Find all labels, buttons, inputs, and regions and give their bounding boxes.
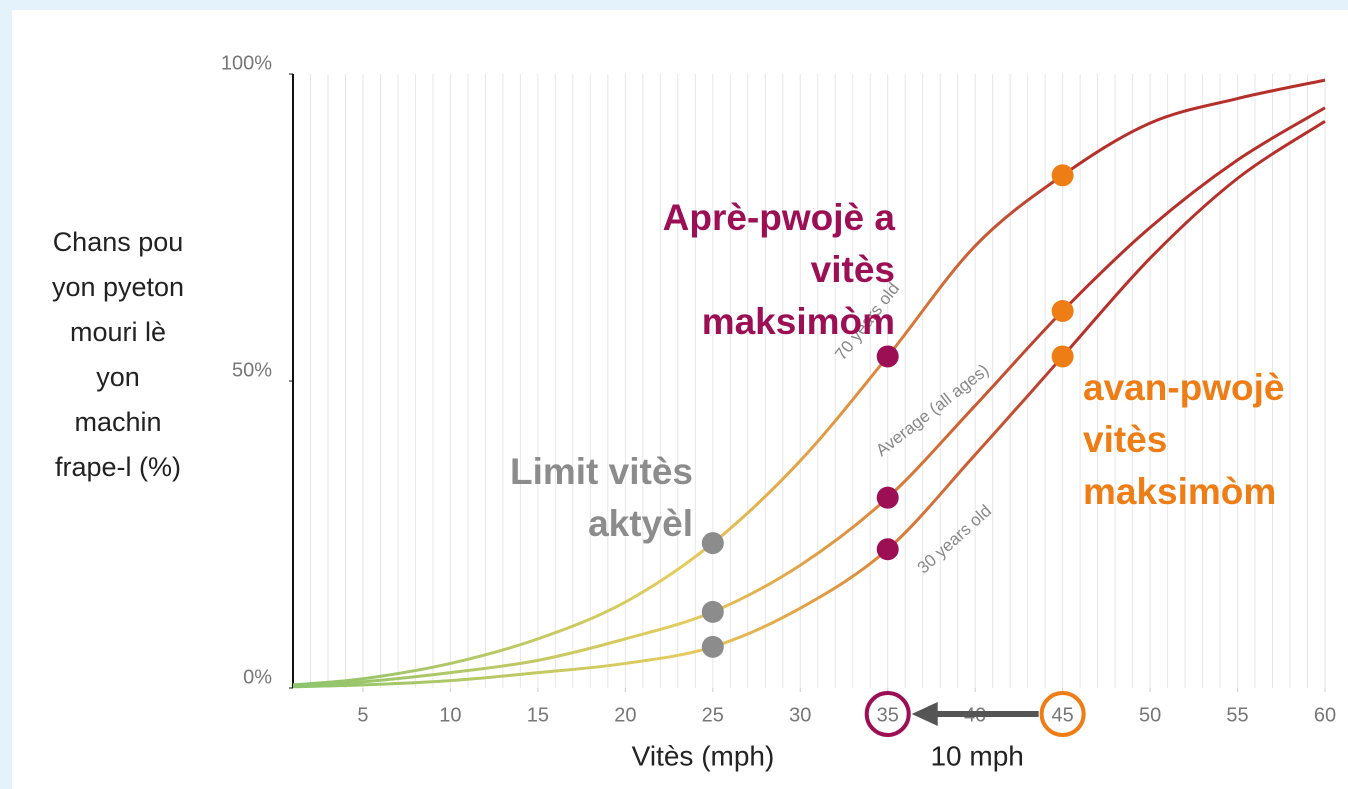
x-tick-label: 20 xyxy=(614,704,636,726)
curve xyxy=(292,78,1326,687)
x-tick-label: 45 xyxy=(1052,704,1074,726)
marker-dot xyxy=(701,600,724,623)
marker-dot xyxy=(876,345,899,368)
x-tick-label: 30 xyxy=(789,704,811,726)
curve-label: Average (all ages) xyxy=(872,360,992,460)
curve xyxy=(292,120,1326,689)
annotation-line: Limit vitès xyxy=(510,451,693,492)
annotation-line: maksimòm xyxy=(701,301,895,342)
arrow-label: 10 mph xyxy=(930,740,1023,771)
annotation-line: maksimòm xyxy=(1083,471,1277,512)
marker-dot xyxy=(876,486,899,509)
y-axis-label: Chans pou yon pyeton mouri lè yon machin frap… xyxy=(18,220,218,490)
annotation: Limit vitès aktyèl xyxy=(400,446,693,550)
annotation-line: aktyèl xyxy=(588,503,693,544)
x-tick-label: 5 xyxy=(357,704,368,726)
y-axis-label-line: yon pyeton xyxy=(51,272,185,302)
x-tick-label: 60 xyxy=(1314,704,1336,726)
y-tick-label: 50% xyxy=(232,359,272,381)
x-axis-label: Vitès (mph) xyxy=(632,740,775,771)
marker-dot xyxy=(1051,300,1074,323)
x-tick-label: 50 xyxy=(1139,704,1161,726)
panel xyxy=(12,10,1348,789)
y-tick-label: 100% xyxy=(221,52,272,74)
annotation: avan-pwojè vitès maksimòm xyxy=(1083,362,1348,518)
annotation-line: vitès xyxy=(810,249,895,290)
arrow-head xyxy=(911,702,938,726)
y-axis-label-line: mouri lè xyxy=(69,317,167,347)
marker-dot xyxy=(701,635,724,658)
annotation-line: avan-pwojè xyxy=(1083,367,1285,408)
x-tick-label: 35 xyxy=(877,704,899,726)
marker-dot xyxy=(876,538,899,561)
marker-dot xyxy=(701,532,724,555)
y-axis-label-line: machin xyxy=(74,407,162,437)
curve xyxy=(292,106,1326,688)
y-axis-label-line: yon xyxy=(96,362,140,392)
y-axis-label-line: frape-l (%) xyxy=(54,452,182,482)
x-tick-label: 25 xyxy=(702,704,724,726)
annotation: Aprè-pwojè a vitès maksimòm xyxy=(500,192,895,348)
x-tick-label: 15 xyxy=(527,704,549,726)
x-tick-label: 10 xyxy=(439,704,461,726)
marker-dot xyxy=(1051,345,1074,368)
x-tick-label: 55 xyxy=(1226,704,1248,726)
y-axis-label-line: Chans pou xyxy=(52,227,184,257)
annotation-line: Aprè-pwojè a xyxy=(662,197,895,238)
tick-ring xyxy=(1039,691,1086,737)
tick-ring xyxy=(864,691,911,737)
marker-dot xyxy=(1051,164,1074,187)
annotation-line: vitès xyxy=(1083,419,1168,460)
y-tick-label: 0% xyxy=(243,666,272,688)
